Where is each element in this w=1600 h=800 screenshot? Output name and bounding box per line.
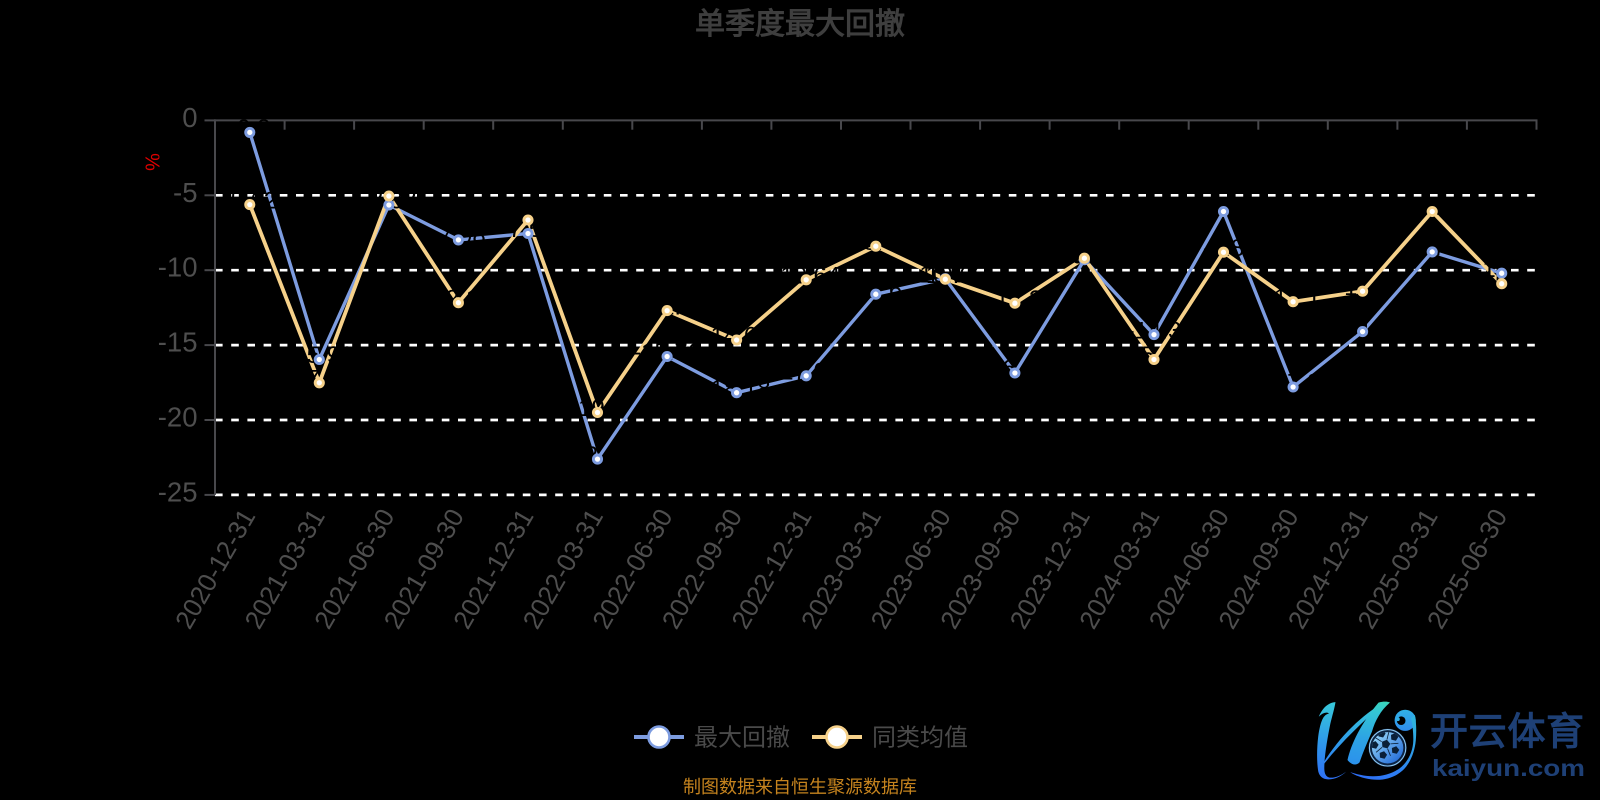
svg-text:-15: -15 [158, 327, 198, 358]
svg-text:-20: -20 [158, 402, 198, 433]
svg-text:单季度最大回撤: 单季度最大回撤 [695, 7, 905, 41]
svg-text:-10: -10 [158, 252, 198, 283]
svg-text:开云体育: 开云体育 [1430, 712, 1584, 754]
svg-text:最大回撤: 最大回撤 [694, 725, 790, 752]
svg-text:制图数据来自恒生聚源数据库: 制图数据来自恒生聚源数据库 [683, 777, 917, 797]
svg-text:同类均值: 同类均值 [872, 725, 968, 752]
svg-text:-5: -5 [173, 177, 197, 208]
svg-text:0: 0 [182, 102, 197, 133]
svg-text:%: % [141, 153, 163, 171]
svg-text:-25: -25 [158, 476, 198, 507]
svg-text:kaiyun.com: kaiyun.com [1432, 755, 1585, 781]
